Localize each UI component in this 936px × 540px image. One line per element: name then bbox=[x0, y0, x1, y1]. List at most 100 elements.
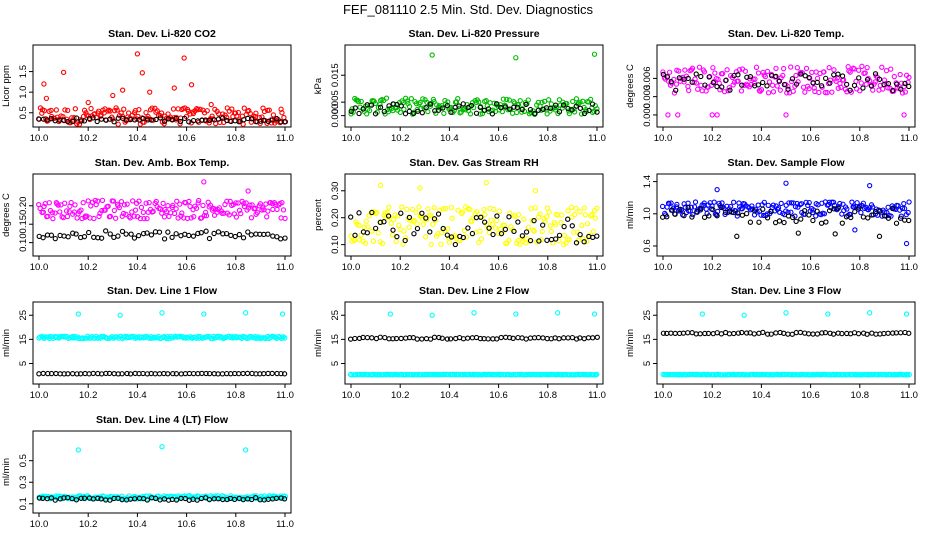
data-point bbox=[449, 215, 455, 221]
x-tick-label: 10.4 bbox=[440, 133, 459, 144]
data-point bbox=[530, 227, 536, 233]
data-point bbox=[62, 107, 68, 113]
data-point bbox=[760, 329, 766, 336]
data-point bbox=[827, 330, 833, 336]
data-point bbox=[731, 199, 737, 205]
data-point bbox=[385, 213, 392, 219]
data-point bbox=[393, 104, 400, 111]
data-point bbox=[264, 214, 270, 220]
data-point bbox=[728, 203, 734, 210]
data-point bbox=[425, 206, 431, 212]
outlier-point bbox=[171, 85, 177, 91]
data-point bbox=[132, 207, 139, 213]
data-point bbox=[80, 199, 86, 206]
data-point bbox=[835, 71, 841, 77]
data-point bbox=[261, 117, 267, 123]
x-tick-label: 10.4 bbox=[128, 133, 147, 144]
data-point bbox=[819, 330, 825, 336]
data-point bbox=[417, 99, 423, 106]
data-point bbox=[873, 331, 879, 337]
chart-title: Stan. Dev. Sample Flow bbox=[727, 157, 845, 169]
chart-panel-4: Stan. Dev. Gas Stream RH percent 10.0 10.2 1… bbox=[313, 157, 606, 273]
data-point bbox=[390, 216, 397, 223]
data-point bbox=[544, 111, 550, 117]
data-point bbox=[660, 71, 666, 78]
data-point bbox=[758, 212, 764, 218]
data-point bbox=[416, 204, 422, 210]
series-primary bbox=[347, 310, 600, 378]
data-point bbox=[72, 106, 79, 112]
data-point bbox=[78, 495, 84, 501]
data-point bbox=[188, 215, 194, 221]
data-point bbox=[233, 214, 240, 220]
y-tick-label: 0.10 bbox=[330, 235, 341, 254]
data-point bbox=[161, 121, 167, 127]
x-tick-label: 11.0 bbox=[588, 133, 606, 144]
data-point bbox=[586, 107, 592, 114]
data-point bbox=[583, 238, 590, 245]
data-point bbox=[846, 68, 852, 74]
data-point bbox=[65, 107, 71, 114]
data-point bbox=[788, 209, 794, 215]
data-point bbox=[141, 216, 147, 222]
data-point bbox=[776, 78, 783, 84]
x-tick-label: 11.0 bbox=[900, 133, 918, 144]
data-point bbox=[489, 111, 496, 117]
data-point bbox=[110, 116, 116, 122]
data-point bbox=[734, 213, 740, 219]
x-tick-label: 10.8 bbox=[539, 262, 558, 273]
data-point bbox=[107, 116, 113, 122]
data-point bbox=[689, 65, 696, 71]
data-point bbox=[594, 106, 600, 112]
data-point bbox=[581, 205, 587, 211]
data-point bbox=[770, 202, 776, 208]
data-point bbox=[691, 204, 698, 210]
data-point bbox=[577, 105, 584, 111]
data-point bbox=[515, 212, 522, 218]
data-point bbox=[161, 118, 168, 124]
outlier-point bbox=[699, 311, 706, 317]
data-point bbox=[279, 110, 285, 116]
data-point bbox=[145, 117, 151, 123]
data-point bbox=[794, 65, 801, 71]
data-point bbox=[569, 214, 575, 220]
data-point bbox=[698, 73, 704, 80]
chart-panel-8: Stan. Dev. Line 3 Flow ml/min 10.0 10.2 10.4… bbox=[625, 285, 918, 401]
y-tick-label: 0.1 bbox=[18, 497, 29, 510]
y-tick-label: 25 bbox=[330, 310, 341, 321]
data-point bbox=[858, 209, 864, 216]
data-point bbox=[898, 80, 905, 86]
y-tick-label: 15 bbox=[642, 334, 653, 345]
x-tick-label: 11.0 bbox=[276, 262, 294, 273]
data-point bbox=[420, 221, 427, 227]
data-point bbox=[191, 213, 197, 220]
data-point bbox=[690, 211, 696, 218]
data-point bbox=[356, 210, 362, 216]
data-point bbox=[366, 107, 373, 114]
plot-frame bbox=[32, 301, 292, 385]
data-point bbox=[252, 205, 258, 211]
data-point bbox=[112, 215, 119, 221]
data-point bbox=[860, 85, 866, 91]
data-point bbox=[211, 212, 218, 218]
data-point bbox=[195, 230, 201, 237]
data-point bbox=[726, 331, 733, 337]
data-point bbox=[81, 234, 88, 240]
data-point bbox=[773, 73, 779, 80]
data-point bbox=[78, 207, 84, 213]
data-point bbox=[382, 210, 388, 216]
data-point bbox=[696, 64, 703, 70]
data-point bbox=[710, 65, 716, 71]
outlier-point bbox=[532, 188, 539, 194]
outlier-point bbox=[188, 82, 195, 88]
data-point bbox=[270, 112, 277, 118]
data-point bbox=[177, 118, 184, 125]
chart-title: Stan. Dev. Line 1 Flow bbox=[107, 285, 218, 297]
data-point bbox=[257, 201, 264, 207]
data-point bbox=[430, 221, 436, 227]
x-tick-label: 10.8 bbox=[227, 519, 246, 530]
data-point bbox=[727, 87, 733, 93]
data-point bbox=[755, 70, 762, 76]
data-point bbox=[826, 65, 832, 71]
data-point bbox=[755, 82, 762, 88]
